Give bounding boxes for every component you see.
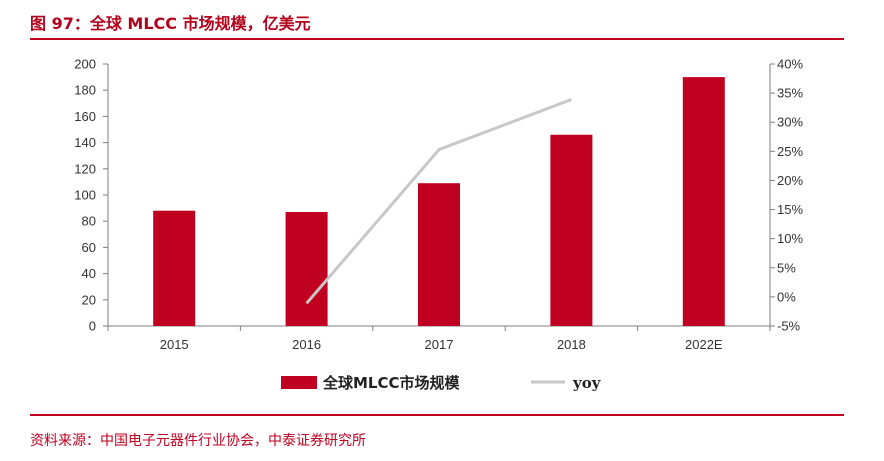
- x-tick-label: 2022E: [685, 337, 723, 352]
- y-tick-label: 80: [82, 214, 96, 229]
- y2-tick-label: 10%: [777, 231, 803, 246]
- x-tick-label: 2016: [292, 337, 321, 352]
- y-tick-label: 100: [74, 188, 96, 203]
- y-tick-label: 60: [82, 240, 96, 255]
- top-rule: [30, 38, 844, 40]
- source-note: 资料来源：中国电子元器件行业协会，中泰证券研究所: [30, 433, 366, 449]
- y-tick-label: 120: [74, 161, 96, 176]
- legend-label-line: yoy: [572, 374, 602, 392]
- plot-area: 0 20 40 60 80 100 120 140 160 180 200 -5% 0% 5% 10% 15%…: [74, 57, 803, 353]
- bar-2015: [153, 210, 196, 326]
- y2-tick-label: 5%: [777, 260, 796, 275]
- y2-tick-label: -5%: [777, 319, 801, 334]
- chart-title: 图 97：全球 MLCC 市场规模，亿美元: [30, 14, 311, 33]
- bottom-rule: [30, 414, 844, 416]
- y-tick-label: 40: [82, 266, 96, 281]
- y2-tick-label: 30%: [777, 115, 803, 130]
- y-tick-label: 20: [82, 292, 96, 307]
- y2-tick-label: 25%: [777, 144, 803, 159]
- bar-2018: [550, 134, 593, 326]
- y-tick-label: 200: [74, 57, 96, 72]
- legend-swatch-bar: [281, 376, 317, 389]
- bar-2022E: [682, 77, 725, 326]
- legend-label-bar: 全球MLCC市场规模: [322, 374, 461, 392]
- x-tick-label: 2018: [557, 337, 586, 352]
- y2-tick-label: 40%: [777, 57, 803, 72]
- bar-2016: [285, 212, 328, 326]
- y2-tick-label: 20%: [777, 173, 803, 188]
- y2-tick-label: 35%: [777, 86, 803, 101]
- y-tick-label: 140: [74, 135, 96, 150]
- y-tick-label: 160: [74, 109, 96, 124]
- y-tick-label: 0: [89, 319, 96, 334]
- chart-canvas: 0 20 40 60 80 100 120 140 160 180 200 -5% 0% 5% 10% 15%…: [74, 57, 803, 393]
- legend: 全球MLCC市场规模 yoy: [281, 374, 602, 392]
- x-tick-label: 2015: [160, 337, 189, 352]
- y2-tick-label: 15%: [777, 202, 803, 217]
- x-tick-label: 2017: [425, 337, 454, 352]
- y2-tick-label: 0%: [777, 289, 796, 304]
- bar-2017: [418, 183, 460, 326]
- y-tick-label: 180: [74, 83, 96, 98]
